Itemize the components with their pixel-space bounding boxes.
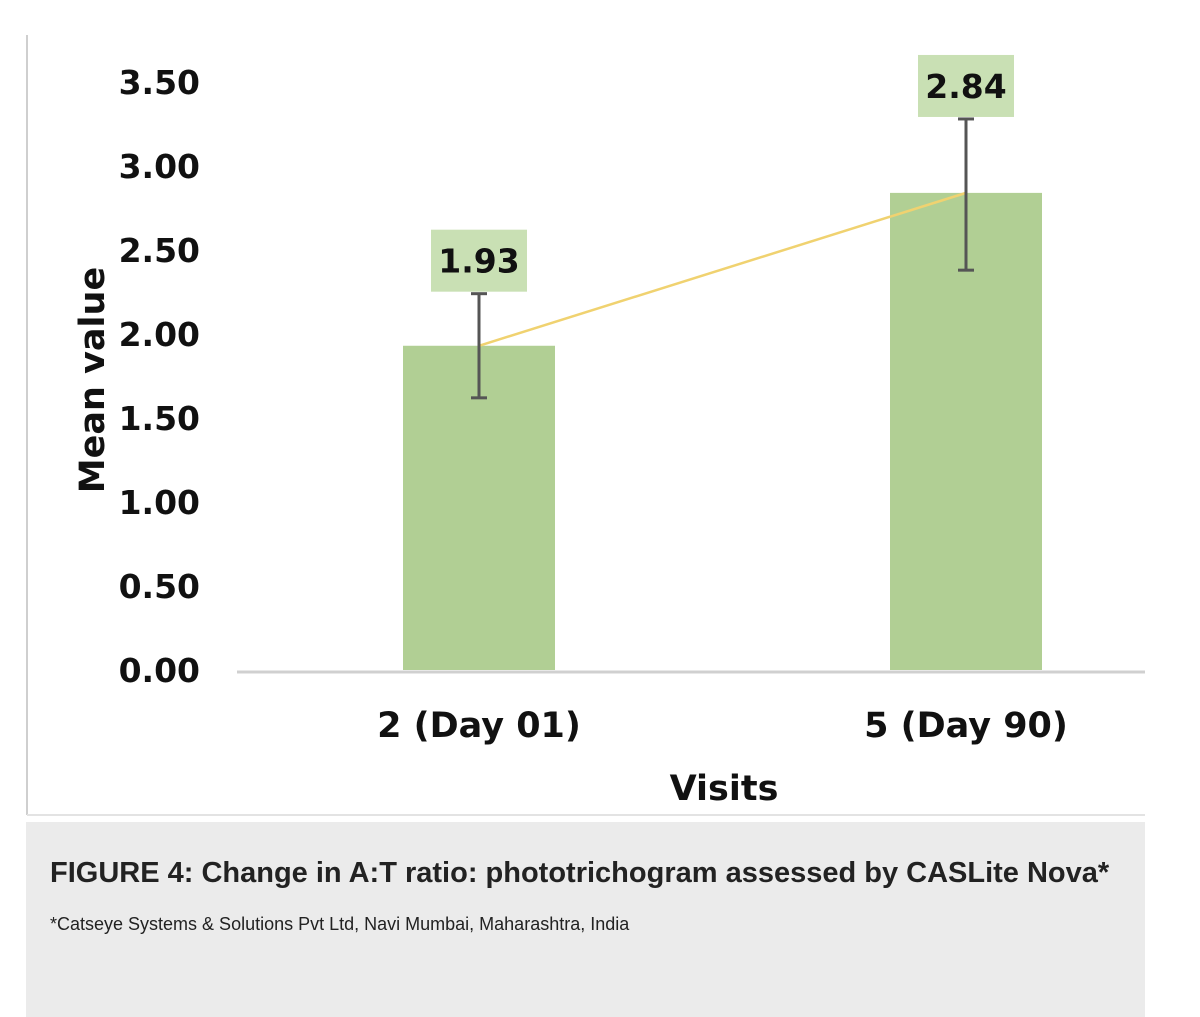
data-label: 2.84 xyxy=(925,67,1006,106)
y-tick-label: 1.50 xyxy=(119,399,200,438)
y-tick-label: 3.50 xyxy=(119,63,200,102)
y-tick-label: 3.00 xyxy=(119,147,200,186)
y-tick-label: 1.00 xyxy=(119,483,200,522)
y-tick-label: 2.00 xyxy=(119,315,200,354)
trend-line xyxy=(478,191,967,347)
x-tick-label: 5 (Day 90) xyxy=(864,706,1068,746)
x-axis-title: Visits xyxy=(670,769,779,809)
chart-panel: 0.00 0.50 1.00 1.50 2.00 2.50 3.00 3.50 1.93 2.84… xyxy=(26,35,1145,816)
bar-chart: 0.00 0.50 1.00 1.50 2.00 2.50 3.00 3.50 1.93 2.84… xyxy=(26,35,1145,816)
figure-title: FIGURE 4: Change in A:T ratio: phototric… xyxy=(50,857,1110,889)
y-tick-label: 0.50 xyxy=(119,567,200,606)
bar xyxy=(403,345,555,670)
data-label-box xyxy=(918,54,1014,117)
bar xyxy=(890,192,1042,670)
y-tick-label: 2.50 xyxy=(119,231,200,270)
figure-footnote: *Catseye Systems & Solutions Pvt Ltd, Na… xyxy=(50,914,630,934)
plot-area: 0.00 0.50 1.00 1.50 2.00 2.50 3.00 3.50 1.93 2.84… xyxy=(119,54,1145,746)
y-axis-title: Mean value xyxy=(73,267,113,493)
data-label: 1.93 xyxy=(438,242,519,281)
error-bar xyxy=(958,117,974,272)
error-bar xyxy=(471,292,487,400)
data-label-box xyxy=(431,229,527,292)
figure-caption: FIGURE 4: Change in A:T ratio: phototric… xyxy=(26,822,1145,1017)
x-tick-label: 2 (Day 01) xyxy=(377,706,581,746)
y-tick-label: 0.00 xyxy=(119,651,200,690)
